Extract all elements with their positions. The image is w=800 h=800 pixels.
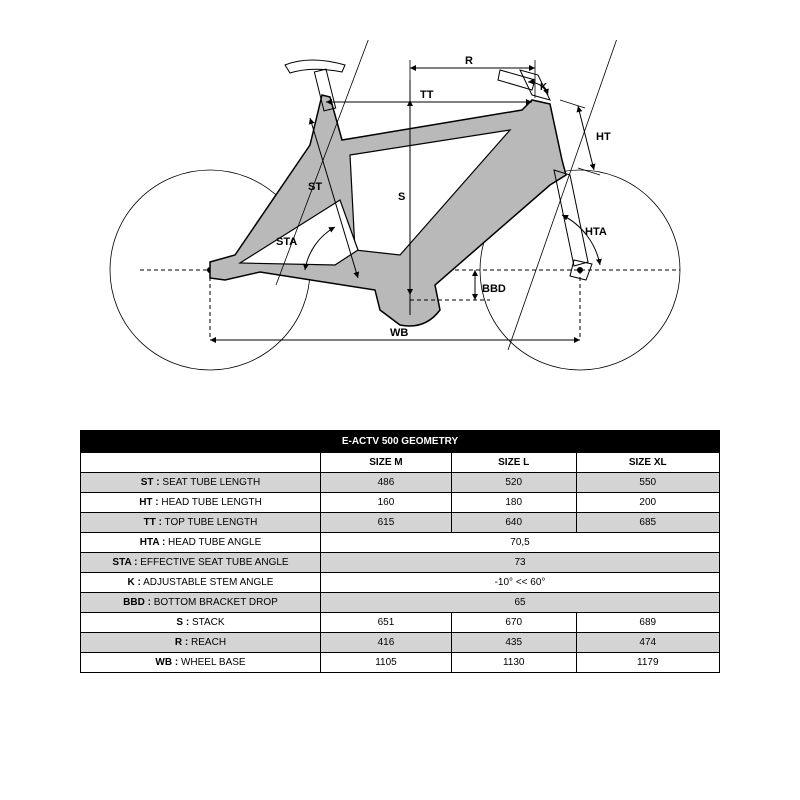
label-r: R bbox=[465, 55, 473, 67]
row-value: 615 bbox=[321, 513, 452, 533]
row-label: BBD : BOTTOM BRACKET DROP bbox=[81, 593, 321, 613]
row-label: HTA : HEAD TUBE ANGLE bbox=[81, 533, 321, 553]
table-row: HT : HEAD TUBE LENGTH160180200 bbox=[81, 493, 720, 513]
label-s: S bbox=[398, 191, 405, 203]
row-value: 670 bbox=[451, 613, 576, 633]
row-label: TT : TOP TUBE LENGTH bbox=[81, 513, 321, 533]
geometry-table: E-ACTV 500 GEOMETRY SIZE M SIZE L SIZE X… bbox=[80, 430, 720, 673]
row-label: ST : SEAT TUBE LENGTH bbox=[81, 473, 321, 493]
label-seat-tube: ST bbox=[308, 181, 322, 193]
row-label: STA : EFFECTIVE SEAT TUBE ANGLE bbox=[81, 553, 321, 573]
row-value: 1179 bbox=[576, 653, 719, 673]
row-label: WB : WHEEL BASE bbox=[81, 653, 321, 673]
row-value: 1130 bbox=[451, 653, 576, 673]
row-value: 689 bbox=[576, 613, 719, 633]
row-value: 200 bbox=[576, 493, 719, 513]
label-ht: HT bbox=[596, 131, 611, 143]
row-value-span: -10° << 60° bbox=[321, 573, 720, 593]
row-label: K : ADJUSTABLE STEM ANGLE bbox=[81, 573, 321, 593]
label-k: K bbox=[540, 82, 548, 93]
table-row: R : REACH416435474 bbox=[81, 633, 720, 653]
bike-geometry-diagram: WB BBD S TT R HT K ST STA HTA bbox=[80, 40, 720, 400]
row-label: HT : HEAD TUBE LENGTH bbox=[81, 493, 321, 513]
row-value-span: 70,5 bbox=[321, 533, 720, 553]
col-size-l: SIZE L bbox=[451, 453, 576, 473]
row-value: 180 bbox=[451, 493, 576, 513]
row-value: 160 bbox=[321, 493, 452, 513]
row-value-span: 65 bbox=[321, 593, 720, 613]
row-value-span: 73 bbox=[321, 553, 720, 573]
row-value: 1105 bbox=[321, 653, 452, 673]
table-row: S : STACK651670689 bbox=[81, 613, 720, 633]
table-row: HTA : HEAD TUBE ANGLE70,5 bbox=[81, 533, 720, 553]
label-tt: TT bbox=[420, 89, 434, 101]
col-size-xl: SIZE XL bbox=[576, 453, 719, 473]
bike-geometry-svg: WB BBD S TT R HT K ST STA HTA bbox=[80, 40, 720, 400]
row-value: 550 bbox=[576, 473, 719, 493]
row-value: 685 bbox=[576, 513, 719, 533]
label-bbd: BBD bbox=[482, 283, 506, 295]
row-value: 416 bbox=[321, 633, 452, 653]
table-title: E-ACTV 500 GEOMETRY bbox=[81, 431, 720, 453]
row-value: 474 bbox=[576, 633, 719, 653]
row-value: 651 bbox=[321, 613, 452, 633]
table-column-headers: SIZE M SIZE L SIZE XL bbox=[81, 453, 720, 473]
table-row: ST : SEAT TUBE LENGTH486520550 bbox=[81, 473, 720, 493]
row-label: R : REACH bbox=[81, 633, 321, 653]
table-row: BBD : BOTTOM BRACKET DROP65 bbox=[81, 593, 720, 613]
table-row: STA : EFFECTIVE SEAT TUBE ANGLE73 bbox=[81, 553, 720, 573]
label-sta: STA bbox=[276, 236, 297, 248]
row-value: 640 bbox=[451, 513, 576, 533]
row-label: S : STACK bbox=[81, 613, 321, 633]
row-value: 486 bbox=[321, 473, 452, 493]
label-hta: HTA bbox=[585, 226, 607, 238]
label-wb: WB bbox=[390, 327, 408, 339]
row-value: 520 bbox=[451, 473, 576, 493]
table-row: K : ADJUSTABLE STEM ANGLE-10° << 60° bbox=[81, 573, 720, 593]
table-row: WB : WHEEL BASE110511301179 bbox=[81, 653, 720, 673]
row-value: 435 bbox=[451, 633, 576, 653]
col-size-m: SIZE M bbox=[321, 453, 452, 473]
table-row: TT : TOP TUBE LENGTH615640685 bbox=[81, 513, 720, 533]
